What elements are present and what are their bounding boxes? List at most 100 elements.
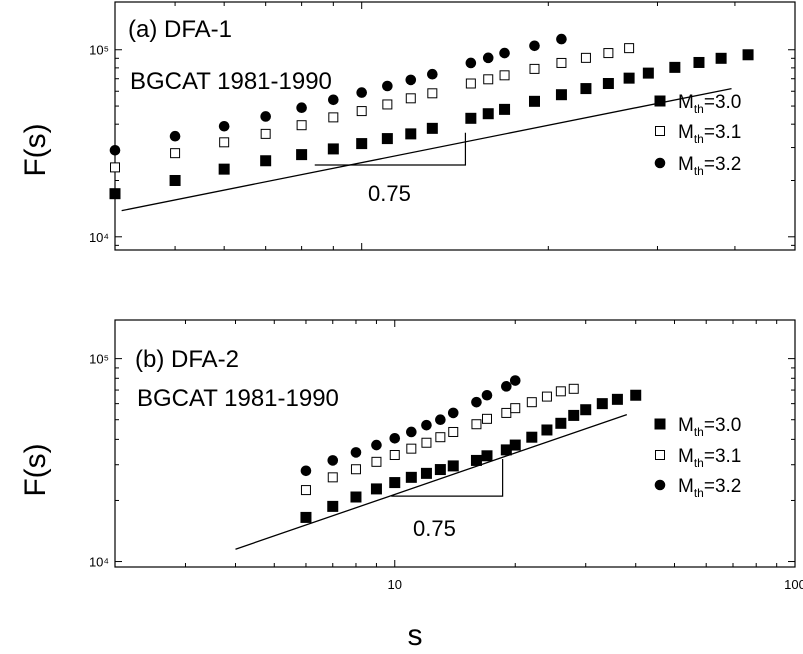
- legend-label: Mth=3.0: [678, 415, 741, 439]
- data-point: [568, 383, 579, 394]
- plot-frame: [114, 319, 796, 568]
- y-tick-label: 10⁵: [89, 43, 109, 58]
- data-point: [499, 47, 510, 59]
- data-point: [555, 89, 567, 101]
- data-point: [109, 145, 121, 156]
- data-point: [501, 407, 512, 418]
- data-point: [350, 491, 362, 503]
- data-point: [693, 56, 705, 68]
- data-point: [509, 439, 521, 451]
- legend-label: Mth=3.1: [678, 122, 741, 146]
- data-point: [669, 61, 681, 73]
- data-point: [296, 120, 307, 131]
- data-point: [642, 67, 654, 79]
- data-point: [556, 57, 567, 68]
- data-point: [169, 174, 181, 186]
- slope-triangle: [391, 459, 504, 497]
- data-point: [555, 386, 566, 397]
- legend-marker: [654, 95, 666, 107]
- data-point: [427, 88, 438, 99]
- data-point: [630, 389, 642, 401]
- data-point: [296, 102, 307, 113]
- slope-label: 0.75: [368, 181, 411, 206]
- data-point: [327, 472, 338, 483]
- data-point: [499, 70, 510, 81]
- panel-subtitle: BGCAT 1981-1990: [137, 385, 339, 412]
- plot-frame: [114, 1, 796, 251]
- data-point: [260, 111, 271, 122]
- data-point: [541, 391, 552, 402]
- series-1: [300, 389, 642, 523]
- panel-label: (a) DFA-1: [128, 16, 232, 43]
- data-point: [389, 450, 400, 461]
- legend-label: Mth=3.2: [678, 154, 741, 178]
- x-tick-label: 100: [784, 577, 803, 592]
- data-point: [327, 500, 339, 512]
- legend-marker: [654, 479, 666, 491]
- data-point: [580, 404, 592, 416]
- data-point: [406, 443, 417, 454]
- data-point: [260, 155, 272, 167]
- data-point: [580, 83, 592, 95]
- slope-label: 0.75: [413, 516, 456, 541]
- y-axis-label: F(s): [19, 123, 52, 176]
- data-point: [381, 133, 393, 145]
- data-point: [170, 148, 181, 159]
- data-point: [382, 80, 393, 92]
- data-point: [624, 43, 635, 54]
- data-point: [405, 128, 417, 140]
- fit-line: [121, 87, 732, 212]
- data-point: [481, 389, 493, 401]
- data-point: [471, 419, 482, 430]
- data-point: [110, 162, 120, 173]
- data-point: [482, 52, 494, 64]
- data-point: [541, 424, 553, 436]
- data-point: [499, 103, 511, 115]
- data-point: [356, 106, 367, 117]
- data-point: [405, 471, 417, 483]
- panel-a: 10⁴ 10⁵ 0.75 (a) DFA-1 BGCAT 1981-1990 Mth=3.…: [19, 1, 796, 251]
- data-point: [350, 464, 361, 475]
- data-point: [529, 40, 540, 52]
- data-point: [389, 477, 401, 489]
- data-point: [434, 464, 446, 476]
- data-point: [328, 112, 339, 123]
- panel-subtitle: BGCAT 1981-1990: [130, 68, 332, 95]
- data-point: [371, 456, 382, 467]
- data-point: [300, 465, 312, 477]
- data-point: [435, 414, 446, 426]
- data-point: [389, 432, 401, 444]
- data-point: [481, 413, 492, 424]
- data-point: [596, 398, 608, 410]
- data-point: [109, 188, 121, 200]
- data-point: [356, 87, 367, 98]
- data-point: [405, 93, 416, 104]
- data-point: [300, 485, 311, 496]
- data-point: [382, 99, 393, 110]
- series-1: [109, 49, 754, 200]
- data-point: [529, 63, 540, 74]
- data-point: [501, 381, 512, 392]
- data-point: [483, 74, 494, 85]
- data-point: [421, 419, 432, 431]
- data-point: [465, 57, 477, 69]
- y-tick-label: 10⁴: [89, 230, 109, 245]
- data-point: [448, 426, 459, 437]
- data-point: [556, 33, 567, 45]
- data-point: [526, 431, 538, 443]
- data-point: [427, 68, 438, 80]
- fit-line: [235, 413, 628, 550]
- data-point: [465, 112, 477, 124]
- y-tick-label: 10⁵: [89, 352, 109, 367]
- data-point: [169, 130, 181, 142]
- y-tick-label: 10⁴: [89, 555, 109, 570]
- legend-label: Mth=3.2: [678, 476, 741, 500]
- data-point: [470, 454, 482, 466]
- data-point: [447, 407, 459, 419]
- series-2: [300, 383, 579, 496]
- data-point: [420, 467, 432, 479]
- series-3: [109, 33, 567, 156]
- data-point: [510, 403, 521, 414]
- legend-label: Mth=3.1: [678, 446, 741, 470]
